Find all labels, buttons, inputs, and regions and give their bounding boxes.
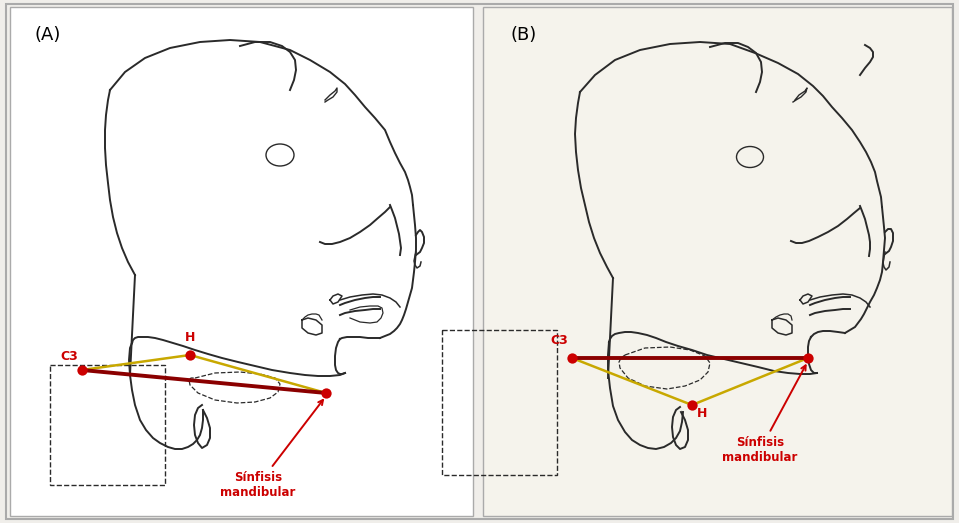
Text: (B): (B) xyxy=(510,26,536,44)
Point xyxy=(801,354,816,362)
Text: H: H xyxy=(185,331,196,344)
Text: (A): (A) xyxy=(35,26,61,44)
Point xyxy=(564,354,579,362)
Text: Sínfisis
mandibular: Sínfisis mandibular xyxy=(722,366,806,464)
Text: C3: C3 xyxy=(60,350,78,363)
Point xyxy=(182,351,198,359)
Text: C3: C3 xyxy=(550,334,568,347)
Point xyxy=(685,401,700,409)
Bar xyxy=(50,365,165,485)
Text: H: H xyxy=(697,407,708,420)
Bar xyxy=(10,7,473,516)
Point xyxy=(318,389,334,397)
FancyBboxPatch shape xyxy=(6,4,953,519)
Bar xyxy=(442,330,557,475)
Point xyxy=(75,366,90,374)
Text: Sínfisis
mandibular: Sínfisis mandibular xyxy=(221,400,323,499)
Bar xyxy=(483,7,952,516)
